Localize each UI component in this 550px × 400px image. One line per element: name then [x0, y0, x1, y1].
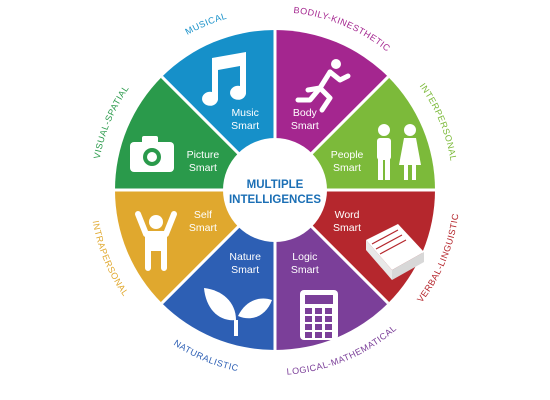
segment-label-musical-line-1: Music — [231, 107, 258, 119]
segment-label-visual-line-2: Smart — [189, 162, 217, 174]
calculator-key — [325, 308, 332, 314]
calculator-key — [325, 332, 332, 338]
segment-label-interpersonal-line-1: People — [331, 149, 364, 161]
self-person-icon — [135, 211, 177, 271]
segment-label-verbal-line-2: Smart — [333, 222, 361, 234]
calculator-key — [315, 316, 322, 322]
calculator-key — [315, 324, 322, 330]
people-icon — [377, 124, 421, 180]
music-note-icon — [202, 52, 247, 106]
calculator-key — [325, 324, 332, 330]
calculator-icon — [300, 290, 338, 340]
calculator-key — [305, 316, 312, 322]
segment-label-interpersonal-line-2: Smart — [333, 162, 361, 174]
calculator-key — [315, 332, 322, 338]
segment-label-logical-line-1: Logic — [292, 251, 317, 263]
center-hub — [223, 138, 327, 242]
segment-label-intrapersonal-line-2: Smart — [189, 222, 217, 234]
segment-label-logical-line-2: Smart — [291, 264, 319, 276]
segment-label-naturalistic-line-1: Nature — [229, 251, 261, 263]
ring-label-musical: MUSICAL — [184, 11, 229, 37]
camera-icon — [130, 136, 174, 172]
leaf-icon — [204, 288, 272, 336]
segment-label-naturalistic-line-2: Smart — [231, 264, 259, 276]
calculator-key — [305, 332, 312, 338]
segment-label-verbal-line-1: Word — [335, 209, 360, 221]
center-title-line-1: MULTIPLE — [247, 179, 304, 191]
segment-label-bodily-line-2: Smart — [291, 120, 319, 132]
calculator-key — [315, 308, 322, 314]
calculator-key — [305, 308, 312, 314]
running-person-icon — [295, 59, 351, 113]
segment-label-intrapersonal-line-1: Self — [194, 209, 212, 221]
center-title-line-2: INTELLIGENCES — [229, 194, 321, 206]
segment-label-musical-line-2: Smart — [231, 120, 259, 132]
segment-label-bodily-line-1: Body — [293, 107, 318, 119]
calculator-key — [325, 316, 332, 322]
calculator-key — [305, 324, 312, 330]
segment-label-visual-line-1: Picture — [187, 149, 220, 161]
book-icon — [366, 224, 424, 280]
